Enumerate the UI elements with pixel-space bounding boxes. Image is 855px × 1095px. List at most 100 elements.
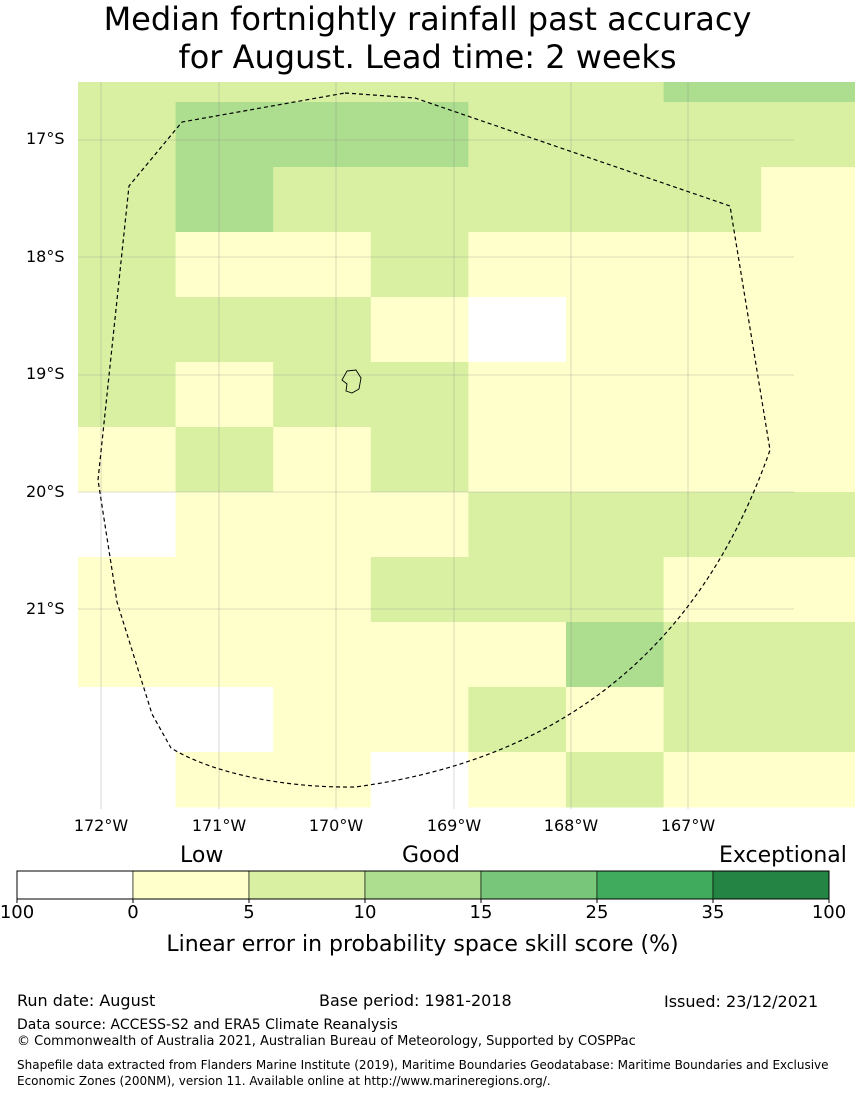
grid-cell <box>566 82 665 103</box>
grid-cell <box>175 427 274 493</box>
grid-cell <box>566 297 665 363</box>
issued-date: Issued: 23/12/2021 <box>664 992 819 1011</box>
colorbar-swatch <box>16 870 134 900</box>
colorbar-swatch <box>480 870 598 900</box>
colorbar-swatch <box>364 870 482 900</box>
map-title-line1: Median fortnightly rainfall past accurac… <box>103 0 752 38</box>
grid-cell <box>370 687 469 753</box>
grid-cell <box>175 297 274 363</box>
grid-cell <box>663 492 762 558</box>
grid-cell <box>370 492 469 558</box>
colorbar-tick: 35 <box>701 902 725 923</box>
lat-label-21s: 21°S <box>26 599 65 618</box>
lon-label-172w: 172°W <box>73 816 129 835</box>
grid-cell <box>175 492 274 558</box>
colorbar-swatch <box>596 870 714 900</box>
grid-cell <box>273 687 372 753</box>
grid-cell <box>663 557 762 623</box>
grid-cell <box>273 167 372 233</box>
lat-label-18s: 18°S <box>26 247 65 266</box>
grid-cell <box>468 167 567 233</box>
grid-cell <box>370 102 469 168</box>
grid-cell <box>273 362 372 428</box>
grid-cell <box>78 297 177 363</box>
grid-cell <box>273 297 372 363</box>
grid-cell <box>175 362 274 428</box>
grid-cell <box>761 687 855 753</box>
map-title-line2: for August. Lead time: 2 weeks <box>178 38 677 76</box>
grid-cell <box>761 622 855 688</box>
grid-cell <box>468 297 567 363</box>
run-date: Run date: August <box>17 991 156 1010</box>
grid-cell <box>761 557 855 623</box>
grid-cell <box>566 232 665 298</box>
grid-cell <box>663 82 762 103</box>
grid-cell <box>468 622 567 688</box>
lon-label-169w: 169°W <box>426 816 482 835</box>
grid-cell <box>468 232 567 298</box>
grid-cell <box>175 752 274 808</box>
grid-cell <box>663 167 762 233</box>
grid-cell <box>761 167 855 233</box>
grid-cell <box>468 492 567 558</box>
eez-boundary <box>97 92 771 788</box>
grid-cell <box>761 297 855 363</box>
grid-cell <box>663 362 762 428</box>
grid-cell <box>663 622 762 688</box>
grid-cell <box>273 102 372 168</box>
colorbar-tick: 25 <box>585 902 609 923</box>
grid-cell <box>273 752 372 808</box>
grid-cell <box>370 557 469 623</box>
grid-cell <box>566 102 665 168</box>
colorbar-tick: 100 <box>811 902 847 923</box>
grid-cell <box>468 362 567 428</box>
grid-cell <box>370 752 469 808</box>
grid-cell <box>468 557 567 623</box>
lat-label-17s: 17°S <box>26 129 65 148</box>
grid-cell <box>566 492 665 558</box>
colorbar-tick: 10 <box>353 902 377 923</box>
grid-cell <box>663 427 762 493</box>
grid-cell <box>566 167 665 233</box>
grid-cell <box>370 82 469 103</box>
grid-cell <box>370 362 469 428</box>
grid-cell <box>78 622 177 688</box>
grid-cell <box>468 82 567 103</box>
grid-cell <box>468 687 567 753</box>
grid-cell <box>761 362 855 428</box>
grid-cell <box>175 687 274 753</box>
base-period: Base period: 1981-2018 <box>319 991 512 1010</box>
legend-category-good: Good <box>402 843 460 868</box>
lon-label-167w: 167°W <box>660 816 716 835</box>
grid-cell <box>663 752 762 808</box>
colorbar-swatch <box>712 870 830 900</box>
grid-cell <box>78 752 177 808</box>
grid-cell <box>78 362 177 428</box>
grid-cell <box>566 362 665 428</box>
grid-cell <box>370 297 469 363</box>
map-gridlines <box>78 82 794 809</box>
shapefile-credit-line2: Economic Zones (200NM), version 11. Avai… <box>17 1074 551 1088</box>
grid-cell <box>78 687 177 753</box>
grid-cell <box>761 492 855 558</box>
colorbar-title: Linear error in probability space skill … <box>166 932 679 957</box>
grid-cell <box>78 232 177 298</box>
lon-label-171w: 171°W <box>191 816 247 835</box>
lon-label-168w: 168°W <box>543 816 599 835</box>
colorbar-swatch <box>248 870 366 900</box>
shapefile-credit-line1: Shapefile data extracted from Flanders M… <box>17 1058 829 1072</box>
copyright: © Commonwealth of Australia 2021, Austra… <box>17 1034 636 1049</box>
grid-cell <box>663 102 762 168</box>
grid-cell <box>468 752 567 808</box>
colorbar-frame <box>16 870 830 900</box>
niue-island <box>341 369 362 394</box>
colorbar <box>16 870 830 903</box>
grid-cell <box>761 752 855 808</box>
grid-cell <box>273 82 372 103</box>
grid-cell <box>566 557 665 623</box>
colorbar-tick: 15 <box>469 902 493 923</box>
grid-cell <box>78 102 177 168</box>
grid-cell <box>273 622 372 688</box>
skill-grid <box>78 82 855 808</box>
